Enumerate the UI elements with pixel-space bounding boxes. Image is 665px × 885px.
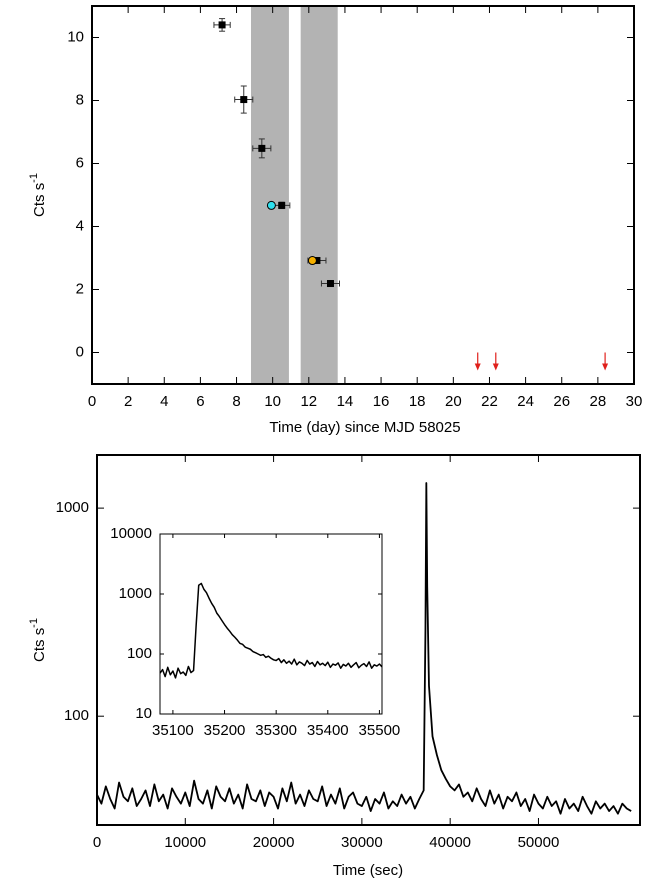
plot-frame bbox=[159, 533, 383, 715]
x-tick-label: 35100 bbox=[152, 722, 194, 739]
x-tick-label: 10000 bbox=[164, 834, 206, 851]
y-tick-label: 1000 bbox=[56, 499, 89, 516]
data-point bbox=[240, 96, 248, 104]
y-tick-label: 100 bbox=[127, 645, 152, 662]
x-tick-label: 35400 bbox=[307, 722, 349, 739]
upper-limit-head bbox=[602, 363, 609, 371]
x-tick-label: 4 bbox=[160, 393, 168, 410]
data-point bbox=[258, 144, 266, 152]
x-tick-label: 18 bbox=[409, 393, 426, 410]
x-tick-label: 24 bbox=[517, 393, 534, 410]
plot-frame bbox=[91, 5, 635, 385]
y-tick-label: 8 bbox=[76, 91, 84, 108]
y-label-sup: -1 bbox=[28, 173, 40, 183]
x-axis-label: Time (day) since MJD 58025 bbox=[269, 419, 460, 436]
x-tick-label: 14 bbox=[337, 393, 354, 410]
shaded-region bbox=[250, 6, 289, 384]
x-tick-label: 35500 bbox=[359, 722, 401, 739]
y-axis-label: Cts s-1 bbox=[28, 173, 48, 217]
x-tick-label: 30000 bbox=[341, 834, 383, 851]
x-tick-label: 20000 bbox=[253, 834, 295, 851]
y-tick-label: 2 bbox=[76, 280, 84, 297]
upper-limit-head bbox=[474, 363, 481, 371]
x-tick-label: 50000 bbox=[518, 834, 560, 851]
data-point bbox=[218, 21, 226, 29]
y-tick-label: 4 bbox=[76, 217, 84, 234]
plot-background bbox=[160, 534, 382, 714]
y-label-sup: -1 bbox=[28, 618, 40, 628]
shaded-region bbox=[300, 6, 338, 384]
y-tick-label: 6 bbox=[76, 154, 84, 171]
x-tick-label: 30 bbox=[626, 393, 643, 410]
y-axis-label: Cts s-1 bbox=[28, 618, 48, 662]
x-tick-label: 0 bbox=[93, 834, 101, 851]
x-tick-label: 40000 bbox=[429, 834, 471, 851]
data-point bbox=[266, 200, 276, 210]
y-tick-label: 10 bbox=[67, 28, 84, 45]
x-axis-label: Time (sec) bbox=[333, 862, 403, 879]
x-tick-label: 26 bbox=[553, 393, 570, 410]
y-tick-label: 10 bbox=[135, 705, 152, 722]
y-tick-label: 10000 bbox=[110, 525, 152, 542]
x-tick-label: 10 bbox=[264, 393, 281, 410]
x-tick-label: 16 bbox=[373, 393, 390, 410]
upper-limit-head bbox=[492, 363, 499, 371]
x-tick-label: 0 bbox=[88, 393, 96, 410]
x-tick-label: 35300 bbox=[255, 722, 297, 739]
plot-background bbox=[92, 6, 634, 384]
data-point bbox=[307, 256, 317, 266]
y-label-text: Cts s bbox=[31, 183, 48, 217]
data-point bbox=[326, 280, 334, 288]
y-tick-label: 1000 bbox=[119, 585, 152, 602]
x-tick-label: 6 bbox=[196, 393, 204, 410]
x-tick-label: 28 bbox=[590, 393, 607, 410]
light-curve bbox=[159, 582, 383, 679]
y-tick-label: 0 bbox=[76, 343, 84, 360]
y-tick-label: 100 bbox=[64, 707, 89, 724]
x-tick-label: 22 bbox=[481, 393, 498, 410]
data-point bbox=[278, 201, 286, 209]
x-tick-label: 20 bbox=[445, 393, 462, 410]
x-tick-label: 8 bbox=[232, 393, 240, 410]
x-tick-label: 12 bbox=[300, 393, 317, 410]
plot-frame bbox=[96, 454, 641, 826]
light-curve bbox=[96, 482, 632, 815]
y-label-text: Cts s bbox=[31, 628, 48, 662]
data-point bbox=[313, 257, 321, 265]
x-tick-label: 2 bbox=[124, 393, 132, 410]
x-tick-label: 35200 bbox=[204, 722, 246, 739]
